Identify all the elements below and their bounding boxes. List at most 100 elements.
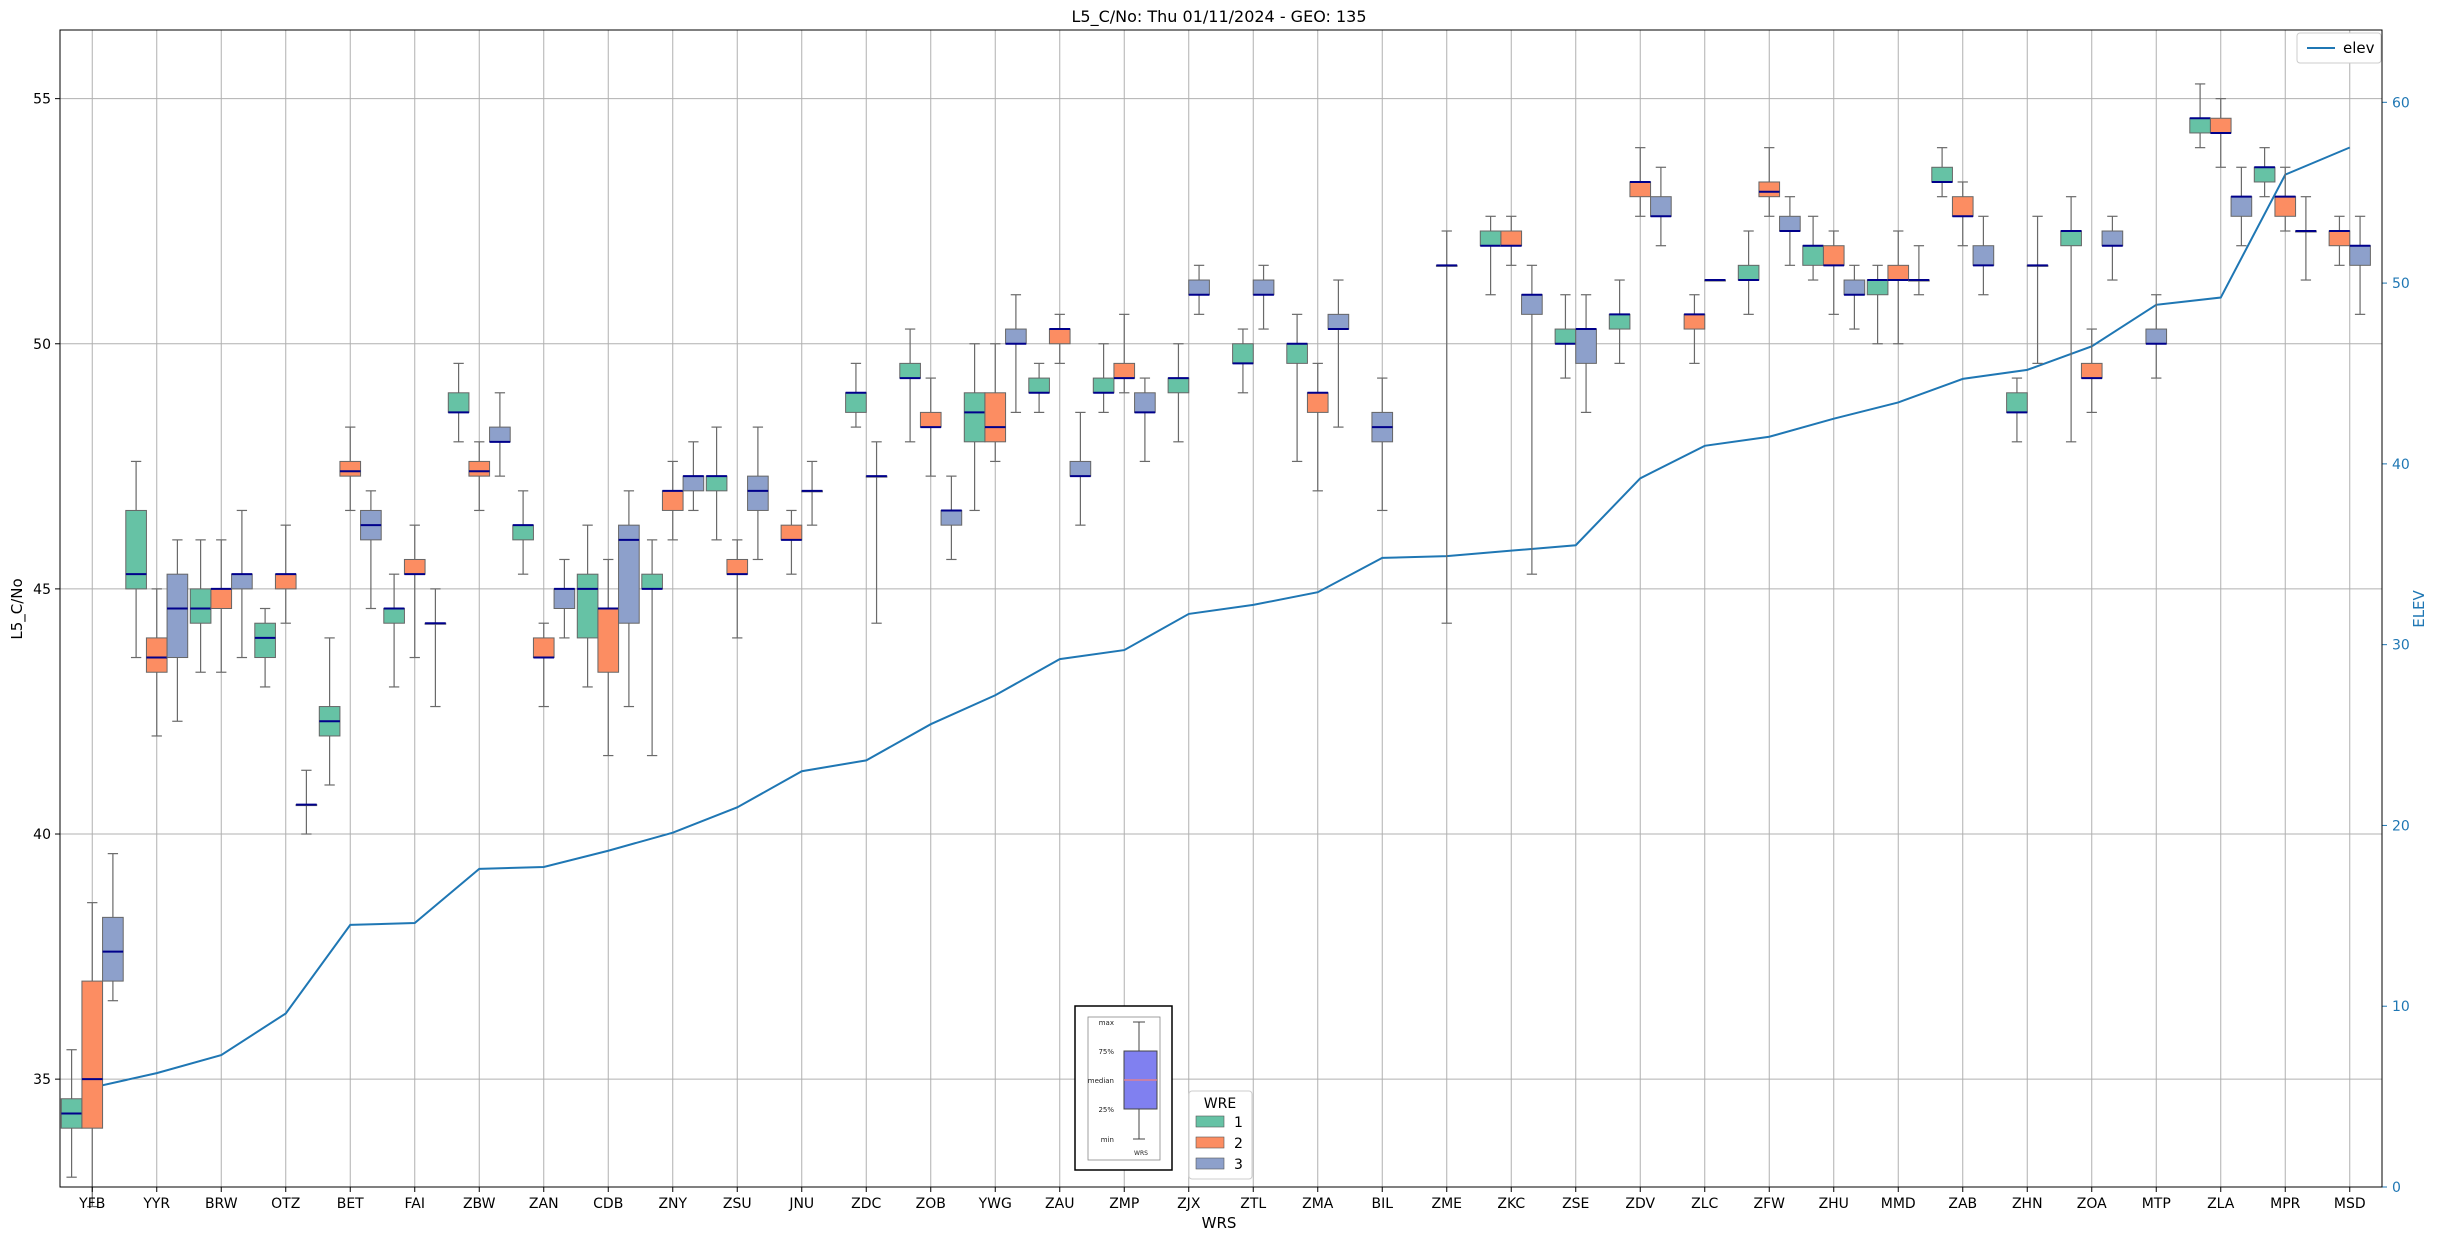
box-wre-2 [2328,230,2351,247]
x-tick-label: ZNY [658,1196,687,1212]
x-tick-label: ZOA [2077,1196,2107,1212]
box-wre-3 [2349,245,2371,266]
box-wre-1 [383,608,405,624]
box-wre-3 [747,475,769,511]
box-wre-1 [641,573,663,590]
box-wre-3 [1327,313,1350,330]
x-tick-label: ZTL [1240,1196,1266,1212]
y2-tick-label: 10 [2392,999,2410,1015]
box-wre-3 [1005,328,1027,345]
wre-label-1: 1 [1234,1115,1243,1131]
box-wre-1 [254,622,276,659]
box-wre-3 [618,524,640,624]
box-wre-2 [2209,117,2232,134]
x-tick-label: CDB [593,1196,623,1212]
x-tick-label: ZSU [723,1196,752,1212]
x-tick-label: FAI [405,1196,425,1212]
x-tick-label: ZJX [1177,1196,1201,1212]
box-wre-2 [1683,313,1706,330]
box-wre-2 [1113,362,1136,379]
box-wre-2 [984,392,1007,443]
box-wre-1 [1167,377,1190,394]
box-wre-3 [1069,460,1092,477]
key-xlabel: WRS [1134,1150,1148,1157]
box-wre-2 [145,637,168,673]
wre-swatch-1 [1195,1115,1225,1128]
box-wre-2 [597,608,620,673]
box-wre-1 [1608,313,1631,330]
x-tick-label: ZME [1431,1196,1462,1212]
box-wre-3 [102,916,124,982]
box-wre-3 [1188,279,1210,296]
box-wre-1 [1028,377,1050,394]
plot-frame [59,29,2383,1188]
box-wre-1 [1286,343,1308,364]
box-wre-1 [189,588,212,624]
box-wre-3 [940,509,963,526]
x-tick-label: ZKC [1497,1196,1525,1212]
x-tick-label: MTP [2142,1196,2171,1212]
y2-tick-label: 0 [2392,1180,2401,1196]
box-wre-2 [210,588,233,609]
box-wre-3 [1972,245,1995,266]
box-wre-3 [231,573,253,590]
y2-tick-label: 20 [2392,818,2410,834]
x-tick-label: OTZ [271,1196,300,1212]
box-wre-2 [403,558,426,575]
box-wre-2 [339,460,362,477]
box-wre-2 [1048,328,1071,345]
wre-swatch-3 [1195,1157,1225,1170]
key-label-median: median [1088,1077,1114,1085]
y-axis-label: L5_C/No [8,578,27,639]
x-tick-label: ZAB [1948,1196,1977,1212]
chart-title: L5_C/No: Thu 01/11/2024 - GEO: 135 [1071,7,1366,27]
box-wre-3 [2230,196,2253,217]
box-wre-2 [780,524,803,541]
box-wre-1 [447,392,470,413]
box-wre-2 [274,573,297,590]
key-label-75: 75% [1098,1048,1114,1056]
box-wre-3 [682,475,705,492]
y-tick-label: 50 [33,337,51,353]
wre-legend: WRE 1 2 3 [1188,1090,1253,1180]
x-tick-label: ZLA [2207,1196,2235,1212]
box-wre-2 [919,411,942,428]
elev-legend: elev [2296,32,2382,64]
box-wre-2 [1758,181,1781,198]
box-wre-1 [2060,230,2082,247]
y-tick-label: 40 [33,827,51,843]
x-tick-label: ZMP [1109,1196,1139,1212]
x-tick-label: ZAN [529,1196,559,1212]
elev-legend-label: elev [2343,39,2375,57]
box-wre-1 [1479,230,1502,247]
x-tick-label: ZHU [1819,1196,1849,1212]
box-wre-2 [532,637,555,659]
box-wre-1 [845,392,867,413]
x-tick-label: BIL [1371,1196,1393,1212]
y2-tick-label: 30 [2392,638,2410,654]
box-wre-1 [576,573,599,639]
box-wre-1 [1802,245,1824,266]
key-label-max: max [1099,1019,1114,1027]
box-wre-3 [1134,392,1156,413]
y2-tick-label: 50 [2392,276,2410,292]
box-wre-3 [1575,328,1597,364]
x-axis-label: WRS [1202,1214,1237,1232]
x-tick-label: YWG [978,1196,1012,1212]
elev-layer [92,146,2351,1089]
box-wre-3 [1779,215,1801,232]
box-wre-2 [2274,196,2297,217]
x-tick-label: BRW [205,1196,238,1212]
box-wre-1 [1232,343,1254,364]
x-tick-label: ZFW [1754,1196,1786,1212]
x-tick-label: ZOB [916,1196,946,1212]
box-wre-1 [963,392,986,443]
box-wre-1 [1931,166,1953,183]
y-tick-label: 45 [33,582,51,598]
y-tick-label: 35 [33,1072,51,1088]
x-tick-label: MSD [2334,1196,2366,1212]
x-tick-label: ZAU [1045,1196,1074,1212]
box-wre-3 [2145,328,2168,345]
box-wre-2 [2080,362,2103,379]
